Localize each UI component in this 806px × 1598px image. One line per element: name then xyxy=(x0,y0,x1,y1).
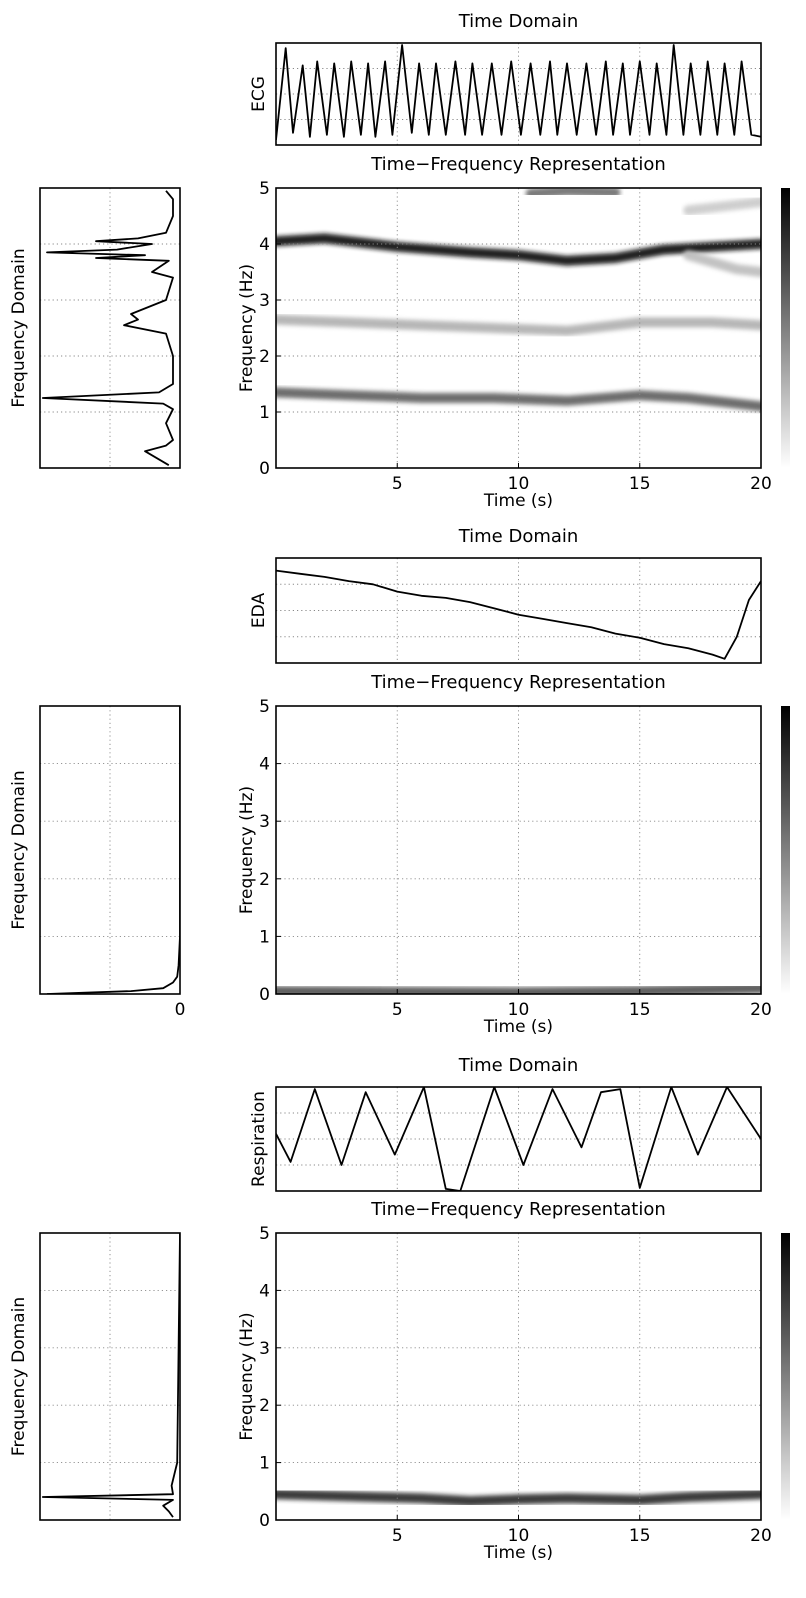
heatmap-ridge xyxy=(276,1489,761,1507)
colorbar xyxy=(781,188,790,468)
x-tick-label: 20 xyxy=(750,1526,772,1546)
x-tick-label: 15 xyxy=(629,1000,651,1020)
y-axis-label: Frequency (Hz) xyxy=(237,786,257,914)
spectrum-trace xyxy=(41,1233,180,1518)
time-domain-axes xyxy=(275,1086,762,1192)
y-axis-label: Frequency (Hz) xyxy=(237,264,257,392)
time-frequency-panel-2: 0 1 2 3 4 5 5 10 15 20 Time−Frequency Representati… xyxy=(237,1199,790,1563)
frequency-domain-label: Frequency Domain xyxy=(9,770,29,929)
y-tick-label: 3 xyxy=(259,812,270,832)
x-axis-label: Time (s) xyxy=(483,491,553,511)
y-tick-label: 2 xyxy=(259,870,270,890)
time-frequency-panel-1: 0 1 2 3 4 5 5 10 15 20 Time−Frequency Representati… xyxy=(237,672,790,1037)
heatmap-ridges xyxy=(276,1489,761,1507)
y-tick-label: 4 xyxy=(259,755,270,775)
heatmap-ridge xyxy=(276,387,761,412)
x-tick-label: 20 xyxy=(750,474,772,494)
time-domain-axes xyxy=(275,557,762,664)
time-domain-axes xyxy=(275,42,762,146)
y-tick-label: 5 xyxy=(259,1224,270,1244)
colorbar xyxy=(781,1233,790,1520)
y-tick-label: 3 xyxy=(259,291,270,311)
x-tick-label: 10 xyxy=(508,1526,530,1546)
heatmap-ridge xyxy=(525,188,621,199)
y-tick-label: 4 xyxy=(259,1281,270,1301)
tf-title: Time−Frequency Representation xyxy=(370,672,666,693)
y-tick-label: 0 xyxy=(259,1511,270,1531)
x-tick-label: 20 xyxy=(750,1000,772,1020)
x-tick-label: 15 xyxy=(629,1526,651,1546)
x-tick-label: 10 xyxy=(508,474,530,494)
signal-label: EDA xyxy=(249,593,269,629)
x-axis-label: Time (s) xyxy=(483,1017,553,1037)
frequency-domain-panel-0: Frequency Domain xyxy=(9,187,181,469)
colorbar xyxy=(781,706,790,994)
heatmap-ridge xyxy=(276,314,761,336)
y-tick-label: 5 xyxy=(259,697,270,717)
tf-title: Time−Frequency Representation xyxy=(370,154,666,175)
y-tick-label: 1 xyxy=(259,927,270,947)
signal-label: Respiration xyxy=(249,1091,269,1187)
signal-label: ECG xyxy=(249,76,269,112)
y-tick-label: 1 xyxy=(259,1454,270,1474)
time-domain-title: Time Domain xyxy=(458,1055,579,1076)
y-tick-label: 5 xyxy=(259,179,270,199)
y-tick-label: 2 xyxy=(259,347,270,367)
heatmap-ridge xyxy=(683,197,761,216)
heatmap-ridges xyxy=(276,983,761,994)
y-tick-label: 2 xyxy=(259,1396,270,1416)
frequency-domain-axes xyxy=(39,1232,181,1521)
y-axis-label: Frequency (Hz) xyxy=(237,1312,257,1440)
x-tick-label: 0 xyxy=(175,1000,186,1020)
heatmap-ridge xyxy=(276,983,761,994)
frequency-domain-axes xyxy=(39,705,181,995)
y-tick-label: 4 xyxy=(259,235,270,255)
frequency-domain-label: Frequency Domain xyxy=(9,1297,29,1456)
time-frequency-panel-0: 0 1 2 3 4 5 5 10 15 20 Time−Frequency Representati… xyxy=(237,154,790,511)
x-tick-label: 10 xyxy=(508,1000,530,1020)
time-domain-title: Time Domain xyxy=(458,11,579,32)
y-tick-label: 0 xyxy=(259,985,270,1005)
signal-trace xyxy=(276,569,761,660)
x-tick-label: 5 xyxy=(392,1000,403,1020)
spectrum-trace xyxy=(41,190,174,466)
tf-title: Time−Frequency Representation xyxy=(370,1199,666,1220)
frequency-domain-panel-1: Frequency Domain 0 xyxy=(9,705,186,1020)
time-domain-panel-2: Time Domain Respiration xyxy=(249,1055,762,1192)
x-tick-label: 5 xyxy=(392,1526,403,1546)
time-domain-panel-0: Time Domain ECG xyxy=(249,11,762,146)
heatmap-ridge xyxy=(683,250,761,277)
x-tick-label: 15 xyxy=(629,474,651,494)
spectrum-trace xyxy=(46,706,180,994)
y-tick-label: 3 xyxy=(259,1339,270,1359)
heatmap-ridges xyxy=(276,188,761,412)
time-domain-panel-1: Time Domain EDA xyxy=(249,526,762,664)
x-axis-label: Time (s) xyxy=(483,1543,553,1563)
x-tick-label: 5 xyxy=(392,474,403,494)
frequency-domain-panel-2: Frequency Domain xyxy=(9,1232,181,1521)
y-tick-label: 1 xyxy=(259,403,270,423)
signal-trace xyxy=(276,44,761,140)
frequency-domain-axes xyxy=(39,187,181,469)
y-tick-label: 0 xyxy=(259,459,270,479)
heatmap-ridge xyxy=(276,233,761,266)
frequency-domain-label: Frequency Domain xyxy=(9,248,29,407)
signal-trace xyxy=(276,1087,761,1191)
time-domain-title: Time Domain xyxy=(458,526,579,547)
